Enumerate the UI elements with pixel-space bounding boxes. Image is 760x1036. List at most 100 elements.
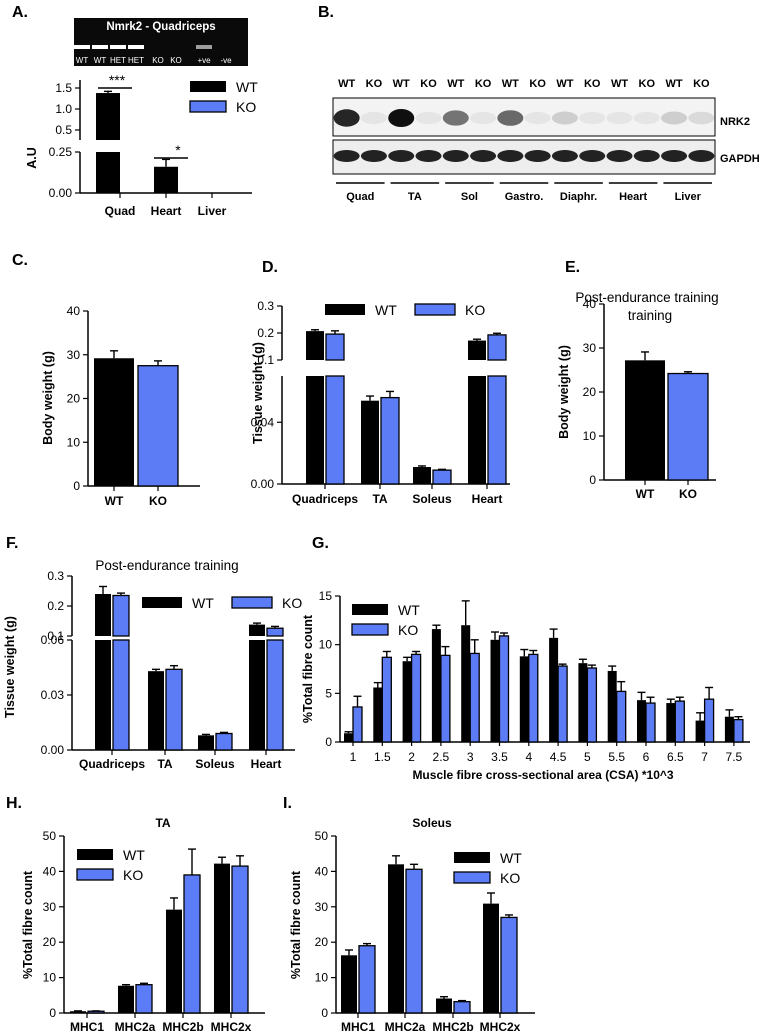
blot-band-gapdh [551,150,578,162]
panel-letter: B. [318,4,334,21]
blot-band-nrk2 [388,109,415,127]
panel-letter: H. [6,795,22,812]
bar-ko [453,1001,471,1014]
y-tick-label: 20 [43,935,57,949]
legend-ko-swatch [231,596,273,609]
bar-ko-lower [266,639,284,751]
x-tick-label: KO [149,494,167,508]
legend-wt-label: WT [192,595,214,611]
y-tick-label: 20 [67,392,81,406]
y-tick-label: 0 [589,473,596,487]
blot-lane-label: KO [693,78,710,90]
y-tick-label: 0.06 [41,633,65,647]
bar-ko [703,698,715,743]
legend-ko-label: KO [398,622,418,638]
x-tick-label: 7 [701,750,708,764]
legend-wt-swatch [325,304,365,315]
y-tick-label: 1.0 [55,102,72,116]
bar-ko [405,868,423,1014]
blot-lane-label: KO [475,78,492,90]
y-tick-label: 30 [67,348,81,362]
gel-band [196,45,212,49]
panel-letter: A. [12,4,28,21]
y-tick-label: 10 [315,971,329,985]
gel-band [92,45,108,49]
y-tick-label: 0.3 [257,299,274,313]
blot-band-nrk2 [442,110,469,126]
x-tick-label: Heart [151,204,182,218]
blot-band-gapdh [497,150,524,162]
bar-wt [724,716,734,742]
blot-lane-label: KO [639,78,656,90]
x-tick-label: Quad [105,204,136,218]
y-tick-label: 0 [321,1006,328,1020]
blot-band-nrk2 [661,111,688,125]
x-tick-label: Heart [251,757,282,771]
y-tick-label: 0.00 [41,743,65,757]
y-tick-label: 50 [315,829,329,843]
legend-ko-swatch [453,871,491,884]
y-tick-label: 5 [325,686,332,700]
x-tick-label: 3 [467,750,474,764]
y-axis-label: Tissue weight (g) [3,616,17,718]
y-tick-label: 0.1 [47,629,64,643]
bar-wt [413,467,431,484]
y-tick-label: 0.5 [55,123,72,137]
blot-band-gapdh [360,150,387,162]
bar-ko [410,653,422,743]
x-tick-label: 3.5 [491,750,508,764]
bar-wt-heart [154,166,178,193]
blot-lane-label: WT [556,78,573,90]
panel-letter: I. [283,795,292,812]
y-tick-label: 0.03 [41,688,65,702]
bar-wt [519,656,529,742]
x-tick-label: TA [372,492,387,506]
blot-band-nrk2 [688,111,715,125]
bar-ko [325,333,345,361]
bar-ko [137,365,179,487]
gel-lane-label: KO [152,56,164,65]
y-tick-label: 0 [49,1006,56,1020]
blot-band-nrk2 [415,111,442,125]
blot-group-label: Sol [461,191,478,203]
x-tick-label: 2.5 [433,750,450,764]
bar-wt [666,703,676,742]
gel-lane-label: KO [170,56,182,65]
bar-wt [483,903,499,1013]
bar-wt [490,639,500,742]
y-tick-label: 0.04 [251,415,275,429]
bar-wt [306,331,324,360]
blot-band-gapdh [442,150,469,162]
bar-ko [380,396,400,485]
y-tick-label: 0 [325,735,332,749]
gel-lane-label: HET [110,56,126,65]
bar-wt-lower [95,640,111,750]
gel-lane-label: +ve [197,56,211,65]
x-tick-label: 5.5 [608,750,625,764]
bar-wt-lower [249,640,265,750]
gel-lane-label: -ve [220,56,232,65]
bar-wt [637,700,646,742]
x-tick-label: Quadriceps [292,492,358,506]
legend-ko-swatch [76,868,114,881]
y-tick-label: 1.5 [55,81,72,95]
blot-group-label: Heart [619,191,647,203]
blot-group-label: Quad [346,191,374,203]
bar-wt [468,340,486,360]
y-axis-label: Body weight (g) [557,345,571,439]
legend-ko-label: KO [123,867,143,883]
x-tick-label: MHC2x [480,1020,521,1034]
panel-letter: E. [565,259,580,276]
blot-band-nrk2 [579,111,606,125]
legend-wt-label: WT [123,847,145,863]
y-tick-label: 30 [315,900,329,914]
bar-ko-lower [487,375,507,485]
x-tick-label: MHC2a [385,1020,426,1034]
gel-title: Nmrk2 - Quadriceps [106,21,215,33]
blot-band-gapdh [333,150,360,162]
blot-band-nrk2 [606,111,633,125]
gel-band [74,45,90,49]
bar-ko [616,690,627,743]
bar-wt [214,863,230,1013]
